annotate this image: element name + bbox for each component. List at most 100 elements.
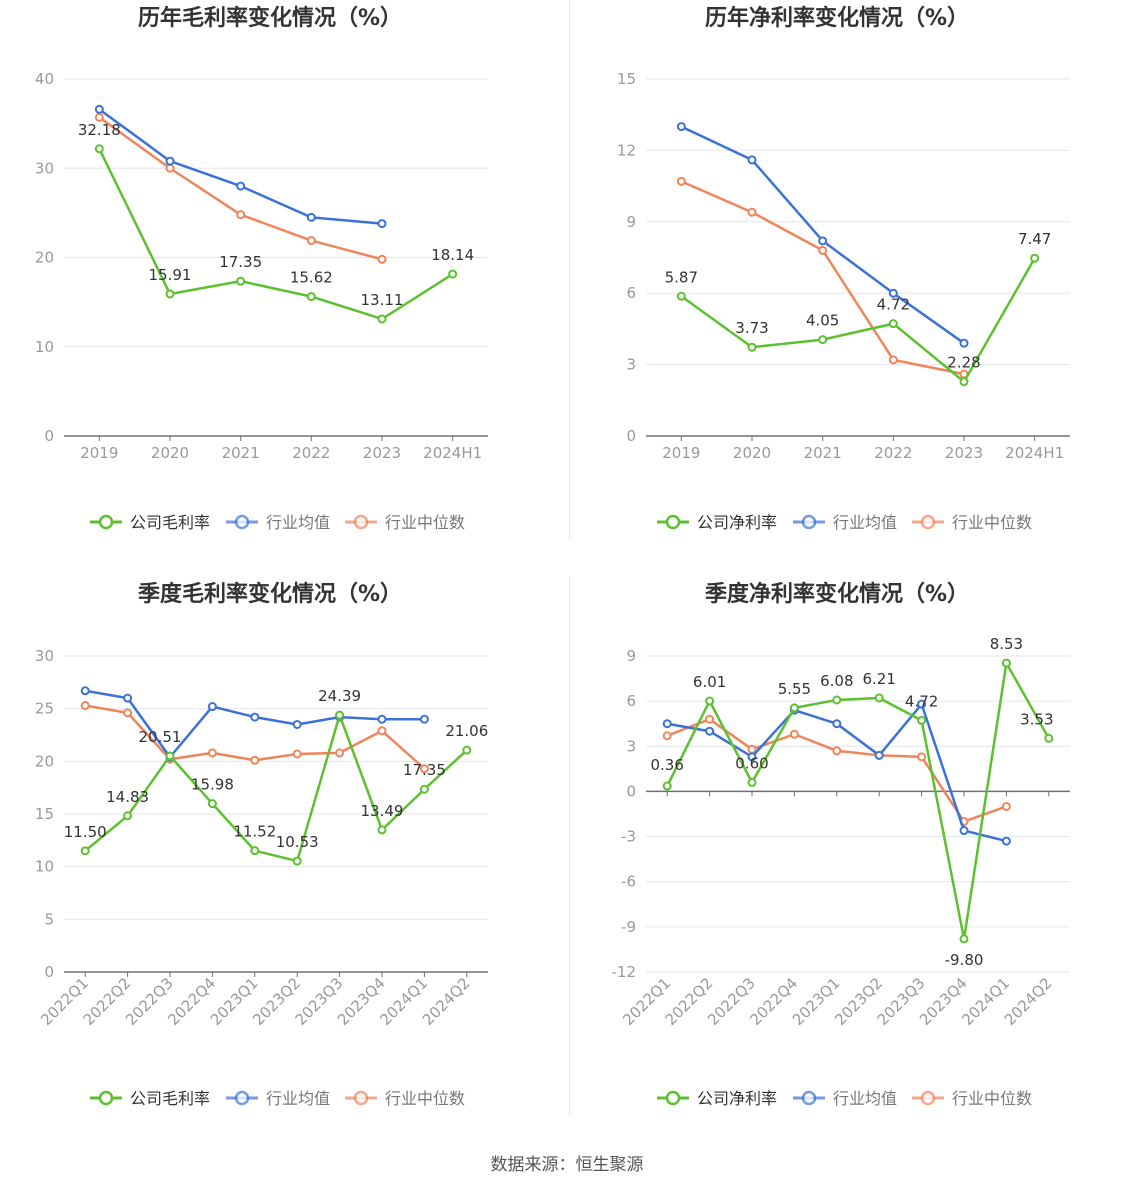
legend-label[interactable]: 行业中位数 [385, 1089, 465, 1108]
data-point [888, 355, 898, 365]
legend-marker[interactable] [234, 1090, 250, 1106]
legend-label[interactable]: 行业中位数 [385, 513, 465, 532]
data-label: 11.50 [64, 823, 107, 841]
data-label: 6.08 [820, 672, 853, 690]
legend-marker[interactable] [98, 514, 114, 530]
data-point [419, 764, 429, 774]
legend-marker[interactable] [920, 514, 936, 530]
data-point [207, 799, 217, 809]
chart-title: 季度毛利率变化情况（%） [138, 581, 402, 607]
data-point [94, 112, 104, 122]
legend-label[interactable]: 行业中位数 [952, 1089, 1032, 1108]
data-label: 14.83 [106, 788, 149, 806]
x-tick-label: 2023 [363, 444, 401, 462]
legend-marker[interactable] [665, 514, 681, 530]
legend-marker[interactable] [801, 514, 817, 530]
data-point [662, 731, 672, 741]
data-point [306, 212, 316, 222]
legend-label[interactable]: 公司毛利率 [130, 1089, 210, 1108]
y-tick-label: 20 [35, 752, 54, 770]
legend-marker[interactable] [665, 1090, 681, 1106]
chart-svg: 历年净利率变化情况（%） 0 3 6 9 12 15 2019 2020 2021 2022 2023… [617, 5, 1070, 532]
data-point [1001, 658, 1011, 668]
x-tick-label: 2024H1 [1005, 444, 1064, 462]
data-point [250, 846, 260, 856]
legend-marker[interactable] [98, 1090, 114, 1106]
data-source-value: 恒生聚源 [575, 1155, 644, 1175]
data-point [80, 846, 90, 856]
legend-marker[interactable] [801, 1090, 817, 1106]
data-point [747, 752, 757, 762]
x-tick-label: 2022 [874, 444, 912, 462]
legend-label[interactable]: 公司净利率 [697, 1089, 777, 1108]
data-point [80, 686, 90, 696]
data-point [236, 181, 246, 191]
legend-label[interactable]: 行业均值 [266, 513, 330, 532]
data-point [335, 748, 345, 758]
data-point [818, 236, 828, 246]
legend-label[interactable]: 行业均值 [833, 1089, 897, 1108]
data-point [207, 702, 217, 712]
data-point [917, 752, 927, 762]
x-tick-label: 2024H1 [423, 444, 482, 462]
legend-marker[interactable] [353, 514, 369, 530]
y-tick-label: 25 [35, 700, 54, 718]
y-tick-label: 3 [626, 737, 636, 755]
data-label: 4.72 [877, 296, 910, 314]
data-label: 10.53 [276, 833, 319, 851]
divider-top [569, 0, 570, 540]
series-line [666, 661, 1050, 941]
data-point [250, 755, 260, 765]
data-label: 18.14 [431, 246, 474, 264]
data-point [123, 708, 133, 718]
y-tick-label: 15 [35, 805, 54, 823]
legend-label[interactable]: 行业均值 [266, 1089, 330, 1108]
data-point [236, 276, 246, 286]
x-tick-label: 2023 [945, 444, 983, 462]
data-point [250, 712, 260, 722]
data-label: 6.01 [693, 673, 726, 691]
data-point [236, 210, 246, 220]
y-tick-label: 15 [617, 70, 636, 88]
data-point [462, 745, 472, 755]
legend-label[interactable]: 行业均值 [833, 513, 897, 532]
y-tick-label: 5 [44, 910, 54, 928]
data-point [292, 749, 302, 759]
data-point [448, 269, 458, 279]
legend-marker[interactable] [353, 1090, 369, 1106]
data-point [832, 719, 842, 729]
data-point [377, 726, 387, 736]
data-point [818, 335, 828, 345]
data-point [80, 701, 90, 711]
data-point [1001, 801, 1011, 811]
data-point [419, 714, 429, 724]
data-point [747, 155, 757, 165]
x-tick-label: 2021 [804, 444, 842, 462]
data-label: 4.72 [905, 692, 938, 710]
legend-marker[interactable] [920, 1090, 936, 1106]
legend-marker[interactable] [234, 514, 250, 530]
data-point [832, 746, 842, 756]
data-label: 13.11 [361, 291, 404, 309]
data-label: 2.28 [947, 354, 980, 372]
data-point [306, 236, 316, 246]
chart-title: 历年净利率变化情况（%） [705, 5, 969, 31]
legend-label[interactable]: 公司净利率 [697, 513, 777, 532]
chart-title: 季度净利率变化情况（%） [705, 581, 969, 607]
y-tick-label: -12 [612, 963, 637, 981]
chart-annual-gross-margin: 历年毛利率变化情况（%） 0 10 20 30 40 2019 2020 2021 2022 202… [0, 0, 567, 576]
data-point [705, 714, 715, 724]
y-tick-label: 30 [35, 647, 54, 665]
data-label: 7.47 [1018, 230, 1051, 248]
x-tick-label: 2021 [222, 444, 260, 462]
data-point [917, 699, 927, 709]
x-tick-label: 2022 [292, 444, 330, 462]
data-point [377, 825, 387, 835]
data-point [789, 729, 799, 739]
legend-label[interactable]: 行业中位数 [952, 513, 1032, 532]
legend-label[interactable]: 公司毛利率 [130, 513, 210, 532]
data-label: 3.53 [1020, 710, 1053, 728]
x-tick-label: 2019 [80, 444, 118, 462]
chart-quarterly-net-margin: 季度净利率变化情况（%） -12 -9 -6 -3 0 3 6 9 2022Q1 2022Q2 202… [567, 576, 1134, 1152]
y-tick-label: -9 [621, 918, 636, 936]
